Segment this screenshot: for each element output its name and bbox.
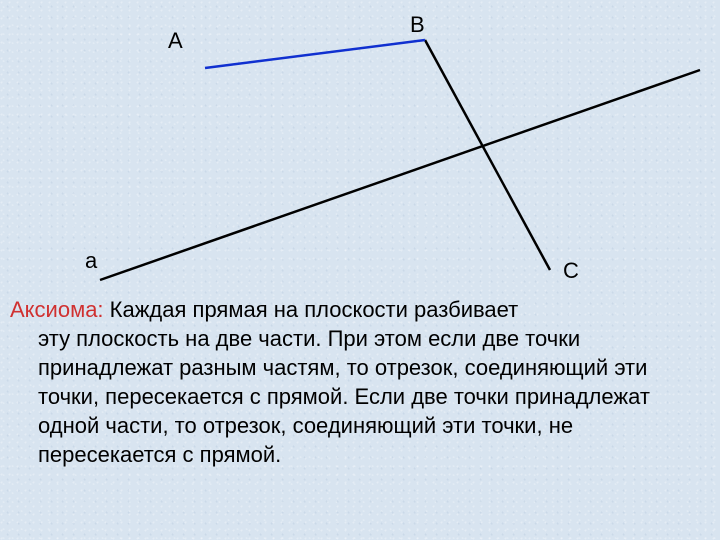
label-B: B — [410, 12, 425, 38]
segment-AB — [205, 40, 425, 68]
segment-BC — [425, 40, 550, 270]
label-C: C — [563, 258, 579, 284]
axiom-text: Аксиома: Каждая прямая на плоскости разб… — [10, 295, 700, 469]
geometry-diagram — [0, 0, 720, 300]
label-A: A — [168, 28, 183, 54]
line-a — [100, 70, 700, 280]
axiom-body-first: Каждая прямая на плоскости разбивает — [104, 297, 519, 322]
axiom-body-rest: эту плоскость на две части. При этом есл… — [10, 324, 700, 469]
axiom-label: Аксиома: — [10, 297, 104, 322]
label-a-line: a — [85, 248, 97, 274]
